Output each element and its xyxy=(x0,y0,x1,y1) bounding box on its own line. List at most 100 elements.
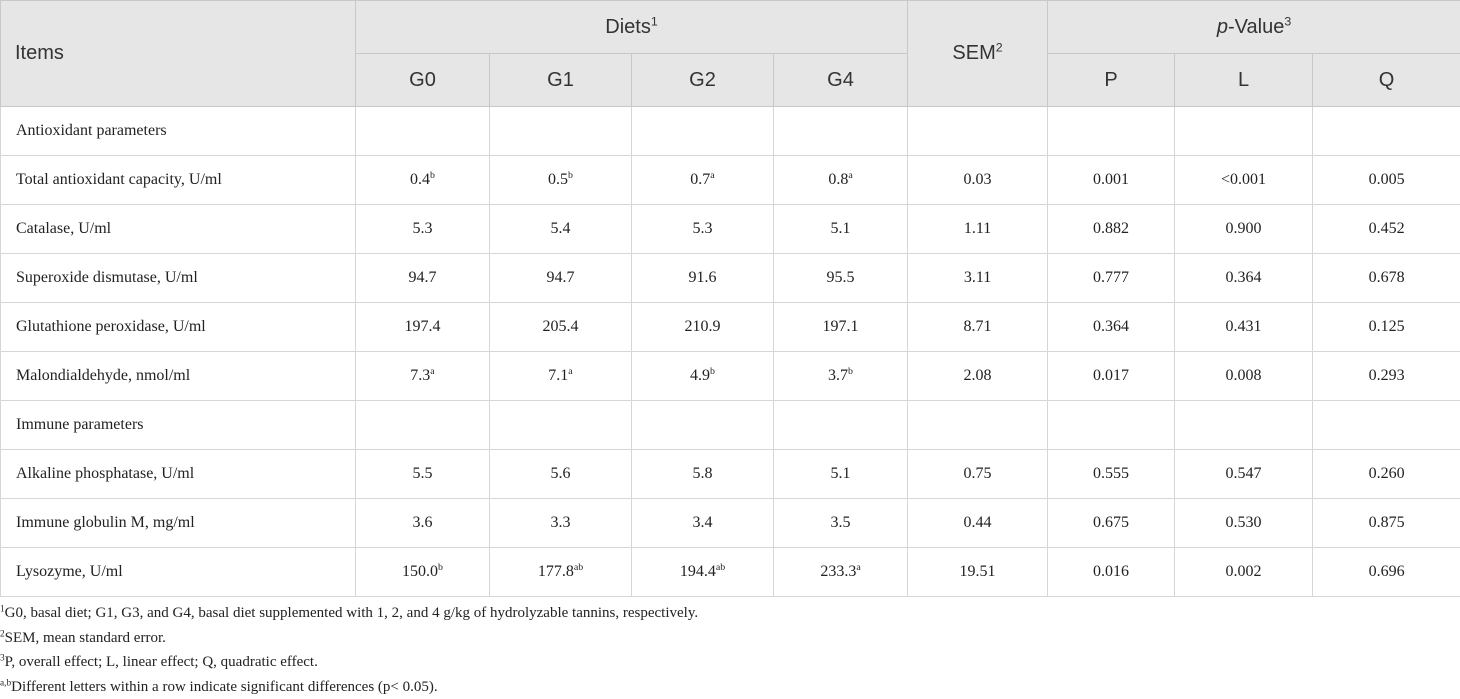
cell-text: 0.017 xyxy=(1093,367,1130,384)
cell-text: 0.555 xyxy=(1093,465,1130,482)
superscript: b xyxy=(438,562,443,574)
table-cell: 0.44 xyxy=(907,498,1049,548)
superscript: 2 xyxy=(0,628,5,639)
cell-text: P xyxy=(1104,68,1118,91)
row-label: Total antioxidant capacity, U/ml xyxy=(0,155,356,205)
cell-text: 0.001 xyxy=(1093,171,1130,188)
table-cell: 0.125 xyxy=(1312,302,1460,352)
table-cell: 0.696 xyxy=(1312,547,1460,597)
empty-cell xyxy=(631,400,774,450)
cell-text: 0.8 xyxy=(828,171,849,188)
cell-text: 94.7 xyxy=(408,269,437,286)
cell-text: G0 xyxy=(409,68,436,91)
cell-text: 5.1 xyxy=(830,220,851,237)
table-cell: 3.5 xyxy=(772,498,909,548)
empty-cell xyxy=(355,106,490,156)
footnote: 2SEM, mean standard error. xyxy=(0,626,1460,651)
table-cell: 0.5b xyxy=(489,155,632,205)
cell-text: Diets xyxy=(605,15,651,38)
cell-text: Catalase, U/ml xyxy=(16,220,112,237)
cell-text: 5.3 xyxy=(412,220,433,237)
cell-text: 0.530 xyxy=(1225,514,1262,531)
italic-text: p xyxy=(1216,15,1228,38)
cell-text: 3.4 xyxy=(692,514,713,531)
table-row: Malondialdehyde, nmol/ml 7.3a 7.1a 4.9b 3.7b… xyxy=(0,351,1460,401)
footnote-text: P, overall effect; L, linear effect; Q, … xyxy=(4,654,318,670)
empty-cell xyxy=(1312,106,1460,156)
header-cell: Items xyxy=(0,0,356,107)
table-cell: 0.8a xyxy=(772,155,909,205)
superscript: ab xyxy=(715,562,726,574)
superscript: a xyxy=(568,366,573,378)
cell-text: 0.5 xyxy=(548,171,569,188)
header-cell: SEM2 xyxy=(907,0,1049,107)
empty-cell xyxy=(907,400,1049,450)
header-cell: p-Value3 xyxy=(1047,0,1460,54)
empty-cell xyxy=(1047,400,1176,450)
superscript: b xyxy=(710,366,715,378)
table-cell: 177.8ab xyxy=(489,547,632,597)
table-row: Catalase, U/ml 5.3 5.4 5.3 5.1 1.11 0.882 0.900… xyxy=(0,204,1460,254)
table-cell: 3.3 xyxy=(489,498,632,548)
row-label: Glutathione peroxidase, U/ml xyxy=(0,302,356,352)
cell-text: Q xyxy=(1378,68,1395,91)
cell-text: Immune globulin M, mg/ml xyxy=(16,514,195,531)
table-cell: 197.1 xyxy=(772,302,909,352)
cell-text: 0.882 xyxy=(1093,220,1130,237)
cell-text: 19.51 xyxy=(959,563,996,580)
cell-text: 0.03 xyxy=(963,171,992,188)
cell-text: 0.260 xyxy=(1368,465,1405,482)
header-cell: P xyxy=(1047,53,1176,107)
cell-text: 0.547 xyxy=(1225,465,1262,482)
cell-text: 94.7 xyxy=(546,269,575,286)
cell-text: Antioxidant parameters xyxy=(16,122,167,139)
header-cell: Diets1 xyxy=(354,0,909,54)
cell-text: 3.5 xyxy=(830,514,851,531)
empty-cell xyxy=(1312,400,1460,450)
section-title: Immune parameters xyxy=(0,400,356,450)
cell-text: Superoxide dismutase, U/ml xyxy=(16,269,198,286)
empty-cell xyxy=(907,106,1049,156)
cell-text: 7.1 xyxy=(548,367,569,384)
table-cell: 5.4 xyxy=(489,204,632,254)
header-cell: G0 xyxy=(355,53,490,107)
table-cell: 0.882 xyxy=(1047,204,1176,254)
cell-text: 4.9 xyxy=(690,367,711,384)
cell-text: Total antioxidant capacity, U/ml xyxy=(16,171,222,188)
header-row: Items Diets1 SEM2 p-Value3 xyxy=(0,0,1460,107)
table-cell: 4.9b xyxy=(631,351,774,401)
table-cell: 150.0b xyxy=(355,547,490,597)
table-cell: 3.11 xyxy=(907,253,1049,303)
table-row: Glutathione peroxidase, U/ml 197.4 205.4 21… xyxy=(0,302,1460,352)
cell-text: 150.0 xyxy=(402,563,439,580)
table-row: Total antioxidant capacity, U/ml 0.4b 0.5b… xyxy=(0,155,1460,205)
cell-text: 5.5 xyxy=(412,465,433,482)
cell-text: 210.9 xyxy=(684,318,721,335)
table-cell: 0.75 xyxy=(907,449,1049,499)
cell-text: Lysozyme, U/ml xyxy=(16,563,123,580)
table-cell: 0.452 xyxy=(1312,204,1460,254)
table-cell: 0.364 xyxy=(1174,253,1314,303)
table-cell: 3.4 xyxy=(631,498,774,548)
cell-text: 0.452 xyxy=(1368,220,1405,237)
table-cell: 0.03 xyxy=(907,155,1049,205)
table-cell: 5.1 xyxy=(772,204,909,254)
header-row: G0 G1 G2 G4 P L Q xyxy=(1,53,1460,107)
table-cell: 197.4 xyxy=(355,302,490,352)
footnotes: 1G0, basal diet; G1, G3, and G4, basal d… xyxy=(0,597,1460,699)
section-title: Antioxidant parameters xyxy=(0,106,356,156)
table-cell: 194.4ab xyxy=(631,547,774,597)
table-cell: 0.364 xyxy=(1047,302,1176,352)
header-cell: L xyxy=(1174,53,1314,107)
table-cell: 0.675 xyxy=(1047,498,1176,548)
superscript: a xyxy=(710,170,715,182)
empty-cell xyxy=(489,400,632,450)
cell-text: 3.6 xyxy=(412,514,433,531)
cell-text: 0.900 xyxy=(1225,220,1262,237)
row-label: Catalase, U/ml xyxy=(0,204,356,254)
cell-text: SEM xyxy=(952,42,996,64)
empty-cell xyxy=(355,400,490,450)
cell-text: 0.016 xyxy=(1093,563,1130,580)
cell-text: G4 xyxy=(827,68,854,91)
